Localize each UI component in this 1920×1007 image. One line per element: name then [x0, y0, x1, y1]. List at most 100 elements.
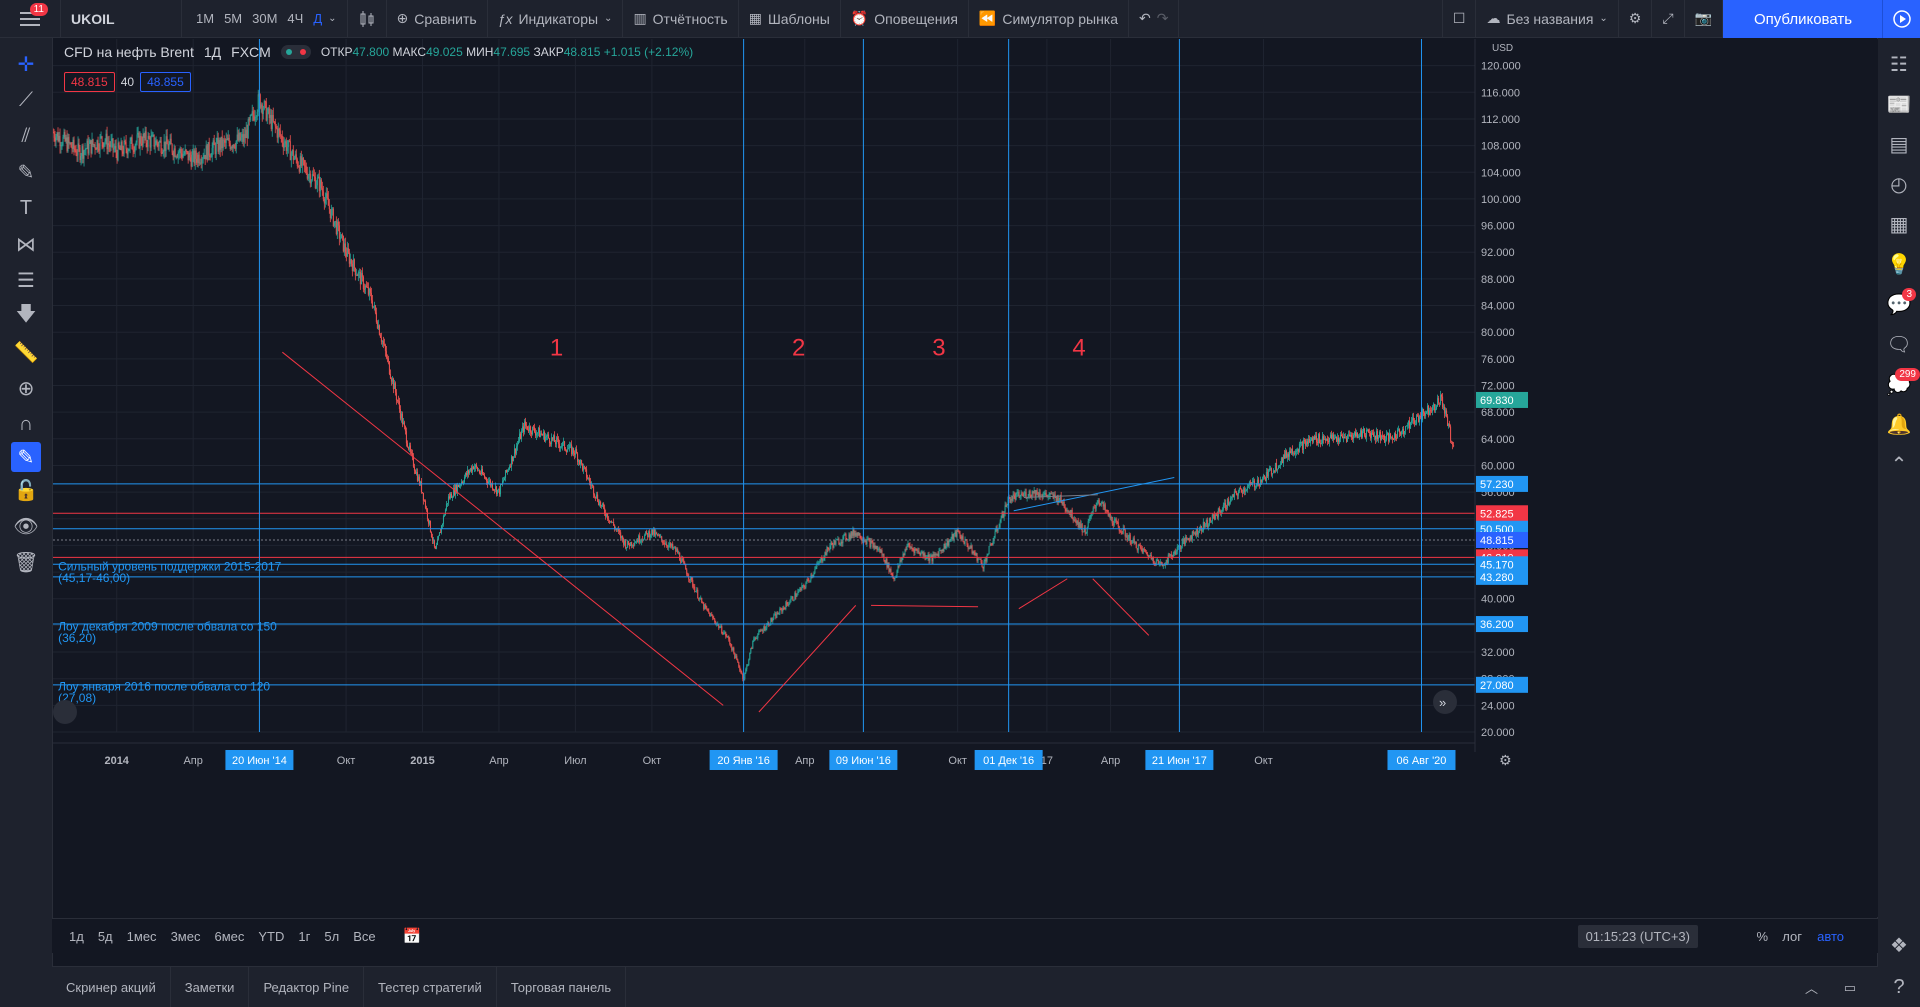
- range-6[interactable]: 1г: [298, 928, 311, 944]
- date-range-icon[interactable]: 📅: [402, 928, 422, 945]
- help-icon[interactable]: ?: [1893, 975, 1905, 998]
- timeframe-1[interactable]: 5М: [224, 11, 243, 26]
- time-marker-tag[interactable]: 20 Июн '14: [232, 755, 287, 767]
- price-axis[interactable]: USD20.00024.00028.00032.00036.00040.0004…: [1474, 39, 1533, 917]
- level-price-tag[interactable]: 57.230: [1480, 479, 1514, 491]
- crosshair-icon[interactable]: ✛: [17, 53, 35, 76]
- panel-tab-1[interactable]: Заметки: [171, 967, 250, 1007]
- chart-type-button[interactable]: [348, 0, 387, 38]
- trend-line[interactable]: [1023, 494, 1098, 498]
- annotation-text[interactable]: Лоу декабря 2009 после обвала со 150: [58, 620, 277, 634]
- watchlist-icon[interactable]: ☷: [1890, 53, 1908, 76]
- range-3[interactable]: 3мес: [170, 928, 201, 944]
- level-price-tag[interactable]: 43.280: [1480, 572, 1514, 584]
- trend-line[interactable]: [1013, 476, 1175, 512]
- annotation-text[interactable]: 2: [792, 335, 805, 362]
- trendline-icon[interactable]: ⟋: [19, 88, 33, 111]
- publish-button[interactable]: Опубликовать: [1723, 0, 1883, 38]
- data-window-icon[interactable]: ▤: [1889, 133, 1909, 156]
- range-2[interactable]: 1мес: [126, 928, 157, 944]
- compare-button[interactable]: ⊕ Сравнить: [387, 0, 488, 38]
- fib-icon[interactable]: ⫽: [21, 124, 31, 147]
- ideas-stream-icon[interactable]: 💭 299: [1878, 364, 1920, 404]
- trend-line[interactable]: [1092, 578, 1150, 636]
- trend-line[interactable]: [282, 351, 724, 706]
- buy-button[interactable]: 48.855: [140, 72, 191, 92]
- percent-scale-button[interactable]: %: [1756, 928, 1768, 944]
- trend-line[interactable]: [1018, 578, 1068, 610]
- layout-name-button[interactable]: ☁ Без названия ⌄: [1476, 0, 1619, 38]
- range-0[interactable]: 1д: [69, 928, 84, 944]
- time-marker-tag[interactable]: 20 Янв '16: [717, 755, 770, 767]
- level-price-tag[interactable]: 45.170: [1480, 559, 1514, 571]
- arrow-down-icon[interactable]: 🡇: [15, 303, 37, 325]
- timeframe-3[interactable]: 4Ч: [287, 11, 304, 26]
- range-4[interactable]: 6мес: [214, 928, 245, 944]
- indicators-button[interactable]: ƒx Индикаторы ⌄: [488, 0, 624, 38]
- chats-icon[interactable]: 🗨: [1886, 333, 1912, 356]
- layers-icon[interactable]: ❖: [1890, 934, 1908, 957]
- range-8[interactable]: Все: [353, 928, 376, 944]
- maximize-panel-icon[interactable]: ▭: [1843, 979, 1856, 995]
- clock[interactable]: 01:15:23 (UTC+3): [1577, 924, 1698, 948]
- redo-icon[interactable]: ↷: [1156, 10, 1169, 26]
- range-5[interactable]: YTD: [258, 928, 285, 944]
- lock-icon[interactable]: 🔓: [13, 479, 39, 502]
- maximize-button[interactable]: ⤢: [1652, 0, 1685, 38]
- time-marker-tag[interactable]: 01 Дек '16: [983, 755, 1034, 767]
- trend-line[interactable]: [871, 604, 979, 608]
- log-scale-button[interactable]: лог: [1782, 928, 1802, 944]
- axis-settings-icon[interactable]: ⚙: [1499, 752, 1512, 768]
- time-marker-tag[interactable]: 06 Авг '20: [1397, 755, 1447, 767]
- panel-tab-2[interactable]: Редактор Pine: [249, 967, 365, 1007]
- ideas-lightbulb-icon[interactable]: 💡: [1886, 253, 1912, 276]
- settings-button[interactable]: ⚙: [1619, 0, 1653, 38]
- annotation-text[interactable]: 3: [932, 335, 945, 362]
- last-price-tag[interactable]: 69.830: [1480, 395, 1514, 407]
- symbol-search[interactable]: UKOIL: [61, 0, 182, 38]
- time-axis[interactable]: 2014 Апр Окт 2015 Апр Июл Окт Апр Окт Апр Окт1720 …: [53, 742, 1475, 770]
- level-price-tag[interactable]: 36.200: [1480, 619, 1514, 631]
- undo-button[interactable]: ↶ ↷: [1129, 0, 1180, 38]
- trend-line[interactable]: [758, 605, 857, 713]
- templates-button[interactable]: ▦ Шаблоны: [739, 0, 841, 38]
- annotation-text[interactable]: Лоу января 2016 после обвала со 120: [58, 680, 270, 694]
- play-button[interactable]: [1882, 0, 1920, 38]
- timeframe-4[interactable]: Д: [313, 11, 323, 26]
- brush-icon[interactable]: ✎: [17, 161, 35, 184]
- timeframe-0[interactable]: 1М: [196, 11, 215, 26]
- market-status-icon[interactable]: [280, 45, 311, 59]
- range-7[interactable]: 5л: [324, 928, 340, 944]
- level-price-tag[interactable]: 48.815: [1480, 535, 1514, 547]
- alerts-button[interactable]: ⏰ Оповещения: [841, 0, 969, 38]
- annotation-text[interactable]: (45,17-46,00): [58, 571, 130, 585]
- scroll-to-end-button[interactable]: [1433, 690, 1457, 714]
- sell-button[interactable]: 48.815: [64, 72, 115, 92]
- time-marker-tag[interactable]: 21 Июн '17: [1152, 755, 1207, 767]
- bell-icon[interactable]: 🔔: [1886, 413, 1912, 436]
- auto-scale-button[interactable]: авто: [1817, 928, 1844, 944]
- magnet-icon[interactable]: ∩: [18, 412, 34, 435]
- prediction-icon[interactable]: ☰: [17, 269, 35, 292]
- level-price-tag[interactable]: 27.080: [1480, 680, 1514, 692]
- annotation-text[interactable]: 4: [1072, 335, 1085, 362]
- snapshot-button[interactable]: 📷: [1685, 0, 1723, 38]
- lock-drawing-icon[interactable]: ✎: [11, 442, 41, 472]
- reports-button[interactable]: ▥ Отчётность: [623, 0, 739, 38]
- eye-icon[interactable]: 👁: [13, 515, 39, 538]
- range-1[interactable]: 5д: [97, 928, 113, 944]
- timeframe-2[interactable]: 30М: [252, 11, 278, 26]
- text-icon[interactable]: T: [19, 196, 33, 219]
- chevron-down-icon[interactable]: ⌄: [328, 13, 337, 24]
- replay-button[interactable]: ⏪ Симулятор рынка: [969, 0, 1130, 38]
- panel-tab-4[interactable]: Торговая панель: [497, 967, 627, 1007]
- hotlist-icon[interactable]: ◴: [1890, 173, 1908, 196]
- annotation-text[interactable]: 1: [550, 335, 563, 362]
- menu-button[interactable]: 11: [0, 0, 61, 38]
- collapse-icon[interactable]: ︿: [1804, 981, 1818, 996]
- chevron-up-icon[interactable]: ⌃: [1890, 453, 1908, 476]
- news-icon[interactable]: 📰: [1886, 93, 1912, 116]
- calendar-icon[interactable]: ▦: [1889, 213, 1909, 236]
- zoom-icon[interactable]: ⊕: [17, 377, 35, 400]
